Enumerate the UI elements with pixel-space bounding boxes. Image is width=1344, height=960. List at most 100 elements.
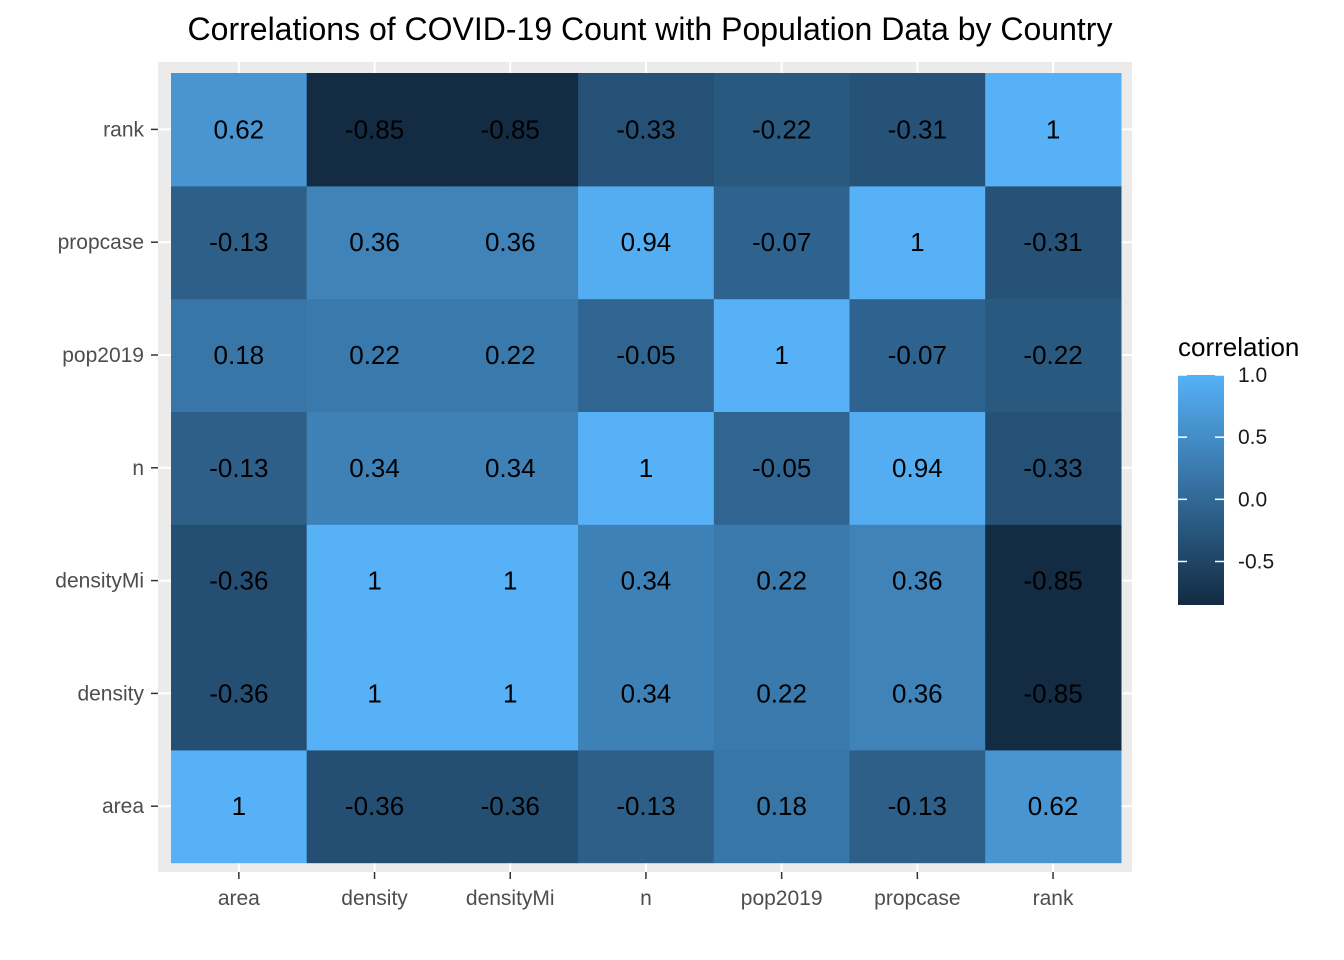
heatmap-cell xyxy=(849,298,986,412)
cell-value-label: -0.85 xyxy=(345,114,404,144)
cell-value-label: -0.33 xyxy=(1023,453,1082,483)
heatmap-cell xyxy=(442,73,579,187)
cell-value-label: -0.13 xyxy=(209,453,268,483)
y-tick-label: area xyxy=(102,795,144,818)
x-tick-label: density xyxy=(341,887,408,910)
heatmap-cell xyxy=(171,749,308,864)
y-tick-label: densityMi xyxy=(55,570,144,593)
cell-value-label: -0.36 xyxy=(345,791,404,821)
cell-value-label: 0.62 xyxy=(1028,791,1079,821)
heatmap-cell xyxy=(713,524,851,638)
legend-colorbar xyxy=(1178,375,1224,605)
heatmap-cell xyxy=(578,637,715,751)
heatmap-cell xyxy=(985,637,1122,751)
heatmap-cell xyxy=(306,637,443,751)
cell-value-label: -0.33 xyxy=(616,114,675,144)
cell-value-label: 1 xyxy=(503,566,517,596)
x-tick-label: rank xyxy=(1033,887,1074,910)
cell-value-label: 1 xyxy=(639,453,653,483)
legend: correlation 1.0 0.5 0.0 -0.5 xyxy=(1178,332,1299,605)
chart-title: Correlations of COVID-19 Count with Popu… xyxy=(188,11,1113,47)
heatmap-cell xyxy=(713,185,851,300)
cell-value-label: 0.36 xyxy=(892,678,943,708)
x-tick-label: densityMi xyxy=(466,887,555,910)
cell-value-label: -0.07 xyxy=(888,340,947,370)
x-tick-label: propcase xyxy=(874,887,960,910)
heatmap-cell xyxy=(849,411,986,525)
cell-value-label: -0.22 xyxy=(752,114,811,144)
cell-value-label: -0.31 xyxy=(1023,227,1082,257)
cell-value-label: -0.05 xyxy=(616,340,675,370)
heatmap-cell xyxy=(713,411,851,525)
heatmap-cell xyxy=(306,185,443,300)
cell-value-label: 1 xyxy=(503,678,517,708)
legend-tick-label: 0.5 xyxy=(1238,426,1267,449)
cell-value-label: 0.36 xyxy=(349,227,400,257)
heatmap-cell xyxy=(578,185,715,300)
heatmap-cell xyxy=(985,73,1122,187)
cell-value-label: -0.05 xyxy=(752,453,811,483)
cell-value-label: 0.18 xyxy=(756,791,807,821)
heatmap-cell xyxy=(442,524,579,638)
heatmap-cell xyxy=(578,411,715,525)
cell-value-label: 1 xyxy=(232,791,246,821)
cell-value-label: -0.13 xyxy=(888,791,947,821)
heatmap-cell xyxy=(849,73,986,187)
cell-value-label: -0.36 xyxy=(209,678,268,708)
heatmap-cell xyxy=(171,73,308,187)
heatmap-cell xyxy=(849,749,986,864)
heatmap-cell xyxy=(442,749,579,864)
heatmap-cell xyxy=(442,637,579,751)
cell-value-label: -0.07 xyxy=(752,227,811,257)
heatmap-cell xyxy=(171,185,308,300)
heatmap-cell xyxy=(713,749,851,864)
heatmap-cell xyxy=(849,185,986,300)
cell-value-label: 0.94 xyxy=(892,453,943,483)
legend-tick-label: -0.5 xyxy=(1238,550,1274,573)
cell-value-label: 1 xyxy=(367,566,381,596)
y-tick-label: density xyxy=(77,682,144,705)
cell-value-label: -0.85 xyxy=(1023,566,1082,596)
cell-value-label: -0.13 xyxy=(616,791,675,821)
cell-value-label: 0.62 xyxy=(214,114,265,144)
heatmap-cell xyxy=(578,298,715,412)
heatmap-cell xyxy=(306,298,443,412)
heatmap-cell xyxy=(985,185,1122,300)
heatmap-cell xyxy=(442,411,579,525)
cell-value-label: 0.34 xyxy=(621,566,672,596)
heatmap-cell xyxy=(171,637,308,751)
legend-title: correlation xyxy=(1178,332,1299,362)
heatmap-cell xyxy=(171,298,308,412)
heatmap-cell xyxy=(849,637,986,751)
cell-value-label: 0.22 xyxy=(756,566,807,596)
heatmap-cell xyxy=(713,298,851,412)
heatmap-cell xyxy=(306,749,443,864)
legend-tick-label: 0.0 xyxy=(1238,488,1267,511)
x-tick-label: area xyxy=(218,887,260,910)
cell-value-label: -0.31 xyxy=(888,114,947,144)
cell-value-label: -0.85 xyxy=(1023,678,1082,708)
cell-value-label: 0.22 xyxy=(756,678,807,708)
cell-value-label: -0.85 xyxy=(481,114,540,144)
heatmap-cell xyxy=(578,524,715,638)
cell-value-label: 1 xyxy=(1046,114,1060,144)
heatmap-cell xyxy=(442,185,579,300)
cell-value-label: -0.36 xyxy=(481,791,540,821)
cell-value-label: 1 xyxy=(910,227,924,257)
cell-value-label: -0.22 xyxy=(1023,340,1082,370)
cell-value-label: 0.34 xyxy=(621,678,672,708)
heatmap-cell xyxy=(849,524,986,638)
heatmap-cell xyxy=(985,298,1122,412)
heatmap-cell xyxy=(442,298,579,412)
cell-value-label: 0.36 xyxy=(485,227,536,257)
cell-value-label: 0.22 xyxy=(485,340,536,370)
heatmap-cell xyxy=(985,749,1122,864)
axes: area density densityMi n pop2019 propcase rank… xyxy=(55,118,1074,910)
heatmap-cell xyxy=(306,411,443,525)
cell-value-label: 0.34 xyxy=(349,453,400,483)
y-tick-label: propcase xyxy=(58,231,144,254)
x-tick-label: n xyxy=(640,887,652,910)
heatmap-cell xyxy=(713,637,851,751)
cell-value-label: -0.36 xyxy=(209,566,268,596)
